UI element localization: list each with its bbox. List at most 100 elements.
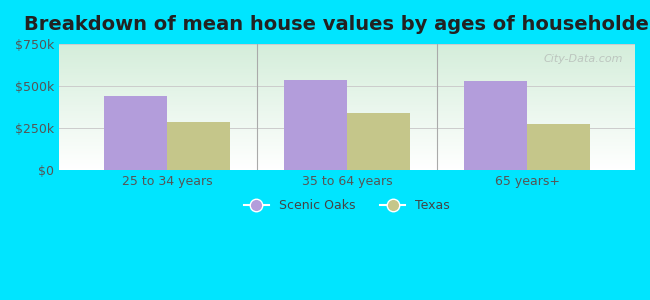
Bar [59, 64, 635, 65]
Bar [59, 145, 635, 146]
Text: City-Data.com: City-Data.com [544, 54, 623, 64]
Bar [59, 112, 635, 113]
Bar [59, 48, 635, 49]
Bar [59, 53, 635, 54]
Bar [59, 55, 635, 56]
Bar [59, 110, 635, 111]
Bar [59, 131, 635, 132]
Bar [59, 92, 635, 93]
Bar [59, 111, 635, 112]
Bar [59, 137, 635, 139]
Bar [59, 113, 635, 115]
Bar [59, 132, 635, 134]
Bar [59, 56, 635, 58]
Bar [59, 120, 635, 121]
Bar [59, 80, 635, 82]
Bar [59, 161, 635, 163]
Bar [59, 149, 635, 150]
Bar [59, 156, 635, 158]
Bar [59, 128, 635, 130]
Bar [59, 140, 635, 141]
Bar [59, 52, 635, 53]
Bar [59, 76, 635, 77]
Bar [59, 108, 635, 110]
Bar [59, 139, 635, 140]
Legend: Scenic Oaks, Texas: Scenic Oaks, Texas [239, 194, 455, 217]
Bar [59, 125, 635, 126]
Bar [59, 167, 635, 168]
Bar [59, 93, 635, 94]
Bar [59, 78, 635, 79]
Bar [59, 63, 635, 64]
Bar [464, 81, 527, 170]
Bar [59, 107, 635, 108]
Bar [527, 124, 590, 170]
Bar [59, 79, 635, 80]
Bar [59, 60, 635, 62]
Bar [59, 69, 635, 70]
Bar [59, 122, 635, 124]
Bar [59, 127, 635, 128]
Bar [59, 148, 635, 149]
Bar [59, 136, 635, 137]
Bar [59, 68, 635, 69]
Bar [59, 89, 635, 91]
Bar [104, 96, 167, 170]
Bar [59, 45, 635, 46]
Bar [59, 168, 635, 169]
Bar [59, 121, 635, 122]
Bar [59, 116, 635, 117]
Bar [59, 101, 635, 102]
Bar [59, 85, 635, 87]
Bar [59, 141, 635, 142]
Bar [59, 98, 635, 100]
Bar [167, 122, 230, 170]
Bar [59, 67, 635, 68]
Bar [59, 70, 635, 72]
Bar [59, 94, 635, 96]
Bar [59, 72, 635, 73]
Bar [59, 83, 635, 84]
Bar [59, 151, 635, 152]
Bar [59, 165, 635, 166]
Bar [347, 113, 410, 170]
Bar [59, 44, 635, 45]
Bar [59, 130, 635, 131]
Bar [59, 61, 635, 63]
Bar [59, 87, 635, 88]
Bar [59, 134, 635, 135]
Bar [59, 58, 635, 59]
Bar [59, 65, 635, 67]
Bar [59, 152, 635, 154]
Bar [59, 154, 635, 155]
Bar [59, 115, 635, 116]
Bar [59, 135, 635, 136]
Bar [59, 102, 635, 103]
Bar [59, 144, 635, 145]
Bar [59, 74, 635, 76]
Bar [59, 77, 635, 78]
Bar [59, 54, 635, 55]
Bar [59, 50, 635, 52]
Bar [59, 159, 635, 160]
Bar [59, 100, 635, 101]
Bar [59, 49, 635, 50]
Bar [59, 169, 635, 170]
Bar [59, 118, 635, 120]
Bar [59, 106, 635, 107]
Bar [59, 59, 635, 60]
Bar [284, 80, 347, 170]
Bar [59, 91, 635, 92]
Bar [59, 97, 635, 98]
Bar [59, 46, 635, 48]
Bar [59, 82, 635, 83]
Bar [59, 160, 635, 161]
Bar [59, 155, 635, 156]
Bar [59, 117, 635, 119]
Bar [59, 104, 635, 106]
Bar [59, 158, 635, 159]
Bar [59, 150, 635, 151]
Bar [59, 96, 635, 97]
Bar [59, 164, 635, 165]
Bar [59, 73, 635, 74]
